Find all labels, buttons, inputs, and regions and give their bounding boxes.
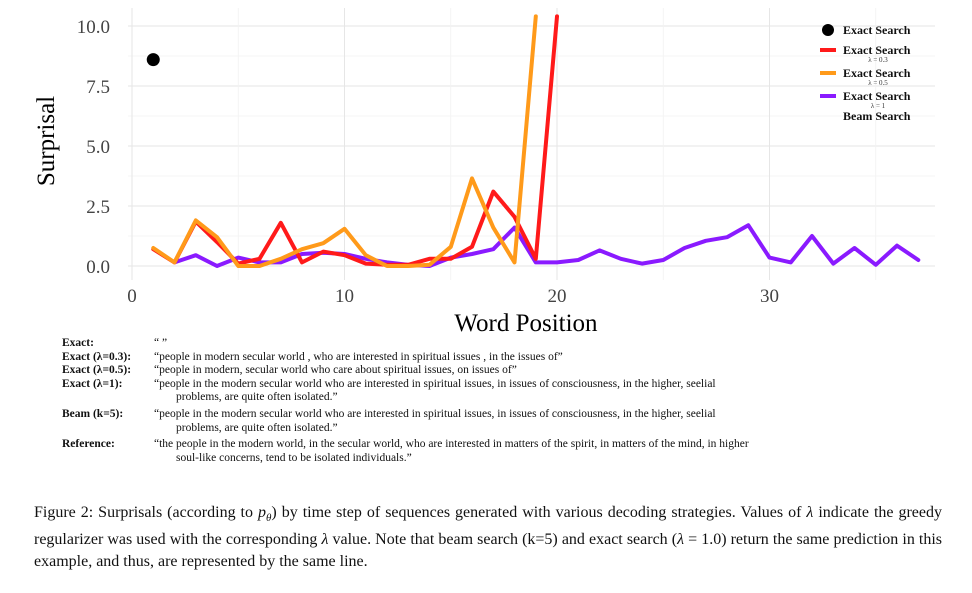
decode-text: “people in modern secular world , who ar… <box>154 351 892 365</box>
x-axis-label: Word Position <box>454 310 598 337</box>
legend-entry-sublabel: λ = 1 <box>871 102 886 110</box>
caption-part-5: = 1.0) return the same prediction in thi… <box>34 531 943 571</box>
caption-symbol-p: p <box>258 504 266 521</box>
x-tick-label: 0 <box>127 286 137 307</box>
decode-label: Exact (λ=0.5): <box>62 364 132 377</box>
series-line-1 <box>151 14 559 267</box>
y-axis-label: Surprisal <box>33 96 60 186</box>
caption-symbol-theta: θ <box>266 512 272 525</box>
decode-text-continuation: soul-like concerns, tend to be isolated … <box>176 451 412 464</box>
decode-text-continuation: problems, are quite often isolated.” <box>176 421 338 434</box>
x-tick-labels: 0 10 20 30 <box>127 286 779 307</box>
legend-entry-sublabel: λ = 0.5 <box>868 79 888 87</box>
y-tick-label: 10.0 <box>77 17 110 38</box>
caption-symbol-lambda-1: λ <box>806 504 814 521</box>
caption-part-4: value. Note that beam search (k=5) and e… <box>328 531 678 549</box>
decode-text: “the people in the modern world, in the … <box>154 438 892 465</box>
legend-entry-name: Exact Search <box>843 43 911 57</box>
decode-text-line: “people in modern secular world , who ar… <box>154 350 563 363</box>
y-tick-label: 0.0 <box>86 257 110 278</box>
legend-entry-sublabel: λ = 0.3 <box>868 56 888 64</box>
series-lines <box>146 14 921 268</box>
decode-text: “people in modern, secular world who car… <box>154 364 892 378</box>
series-line-2 <box>151 14 538 268</box>
x-tick-label: 10 <box>335 286 354 307</box>
decode-label: Exact (λ=0.3): <box>62 350 132 363</box>
x-tick-label: 30 <box>760 286 779 307</box>
decode-text: “people in the modern secular world who … <box>154 408 892 435</box>
legend-entry-name: Exact Search <box>843 23 911 37</box>
decode-label: Exact (λ=1): <box>62 377 123 390</box>
caption-symbol-lambda-3: λ <box>677 531 685 549</box>
gridlines <box>128 8 935 280</box>
decode-row: Exact (λ=1): “people in the modern secula… <box>62 378 892 405</box>
y-tick-labels: 0.0 2.5 5.0 7.5 10.0 <box>77 17 110 278</box>
decode-text-line: “ ” <box>154 337 168 349</box>
x-tick-label: 20 <box>548 286 567 307</box>
y-tick-label: 5.0 <box>86 137 110 158</box>
decode-row: Reference: “the people in the modern worl… <box>62 438 892 465</box>
caption-part-2: ) by time step of sequences generated wi… <box>271 504 807 521</box>
decode-text: “ ” <box>154 337 892 351</box>
decode-text-continuation: problems, are quite often isolated.” <box>176 391 338 404</box>
decode-label: Reference: <box>62 438 115 451</box>
y-tick-label: 2.5 <box>86 197 110 218</box>
decode-row: Exact (λ=0.3): “people in modern secular … <box>62 351 892 365</box>
exact-search-point <box>146 53 160 67</box>
y-tick-label: 7.5 <box>86 77 110 98</box>
caption-part-1: Figure 2: Surprisals (according to <box>34 504 258 521</box>
decode-text-line: “people in the modern secular world who … <box>154 377 716 390</box>
decode-text-line: “people in modern, secular world who car… <box>154 364 517 377</box>
decode-text-line: “the people in the modern world, in the … <box>154 438 749 451</box>
legend-entry-name: Exact Search <box>843 89 911 103</box>
decode-label: Exact: <box>62 337 94 349</box>
surprisal-chart: 0.0 2.5 5.0 7.5 10.0 0 10 20 30 Word Position S… <box>33 8 935 337</box>
legend-entry-name-2: Beam Search <box>843 109 911 123</box>
legend-entry-name: Exact Search <box>843 66 911 80</box>
caption-symbol-lambda-2: λ <box>321 531 329 549</box>
decode-text: “people in the modern secular world who … <box>154 378 892 405</box>
decode-row: Exact (λ=0.5): “people in modern, secular… <box>62 364 892 378</box>
decoded-outputs: Exact: “ ” Exact (λ=0.3): “people in modern… <box>62 337 892 465</box>
decode-text-line: “people in the modern secular world who … <box>154 407 716 420</box>
decode-label: Beam (k=5): <box>62 407 124 420</box>
figure-caption: Figure 2: Surprisals (according to pθ) b… <box>34 502 942 573</box>
decode-row: Exact: “ ” <box>62 337 892 351</box>
legend-key-point <box>822 24 834 36</box>
caption-part-3: indicate the greedy regularizer was used… <box>34 504 943 549</box>
decode-row: Beam (k=5): “people in the modern secular… <box>62 408 892 435</box>
